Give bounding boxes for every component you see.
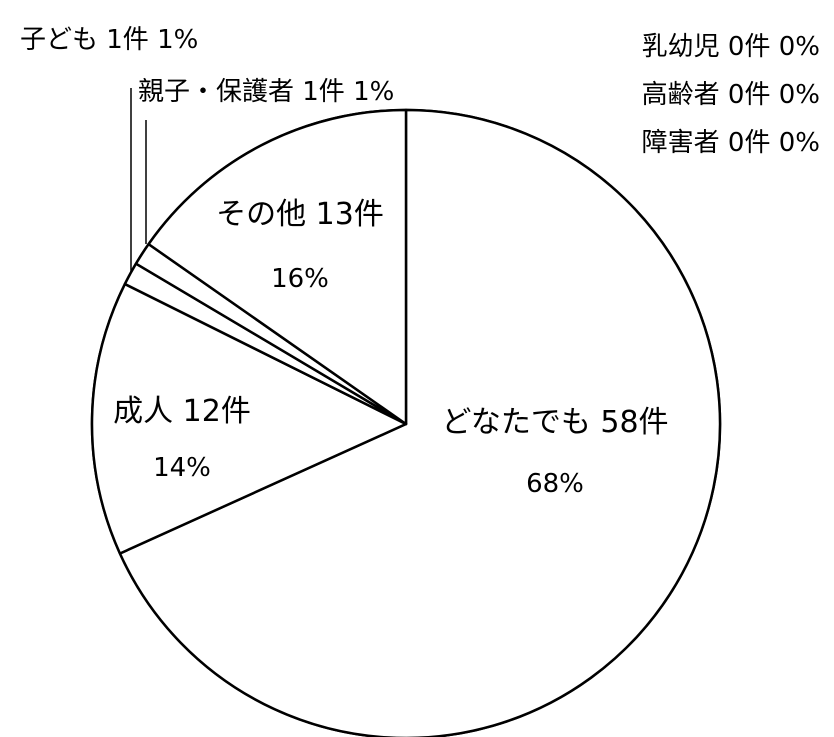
pie-slice-0 — [118, 108, 722, 737]
slice-label-6: 高齢者 0件 0% — [642, 80, 820, 110]
slice-percent-4: 16% — [271, 264, 329, 294]
slice-label-4: その他 13件 — [216, 197, 384, 232]
leader-lines — [130, 88, 147, 272]
slice-percent-0: 68% — [526, 469, 584, 499]
slice-label-1: 成人 12件 — [113, 394, 251, 429]
slice-label-0: どなたでも 58件 — [441, 405, 668, 440]
slice-label-3: 子ども 1件 1% — [20, 25, 198, 55]
slice-label-2: 親子・保護者 1件 1% — [138, 77, 394, 107]
pie-slices — [90, 108, 722, 737]
slice-label-7: 障害者 0件 0% — [642, 128, 820, 158]
slice-label-5: 乳幼児 0件 0% — [642, 32, 820, 62]
pie-slice-1 — [90, 282, 408, 555]
slice-percent-1: 14% — [153, 453, 211, 483]
pie-slice-4 — [147, 108, 408, 426]
slice-labels: どなたでも 58件 68% 成人 12件 14% その他 13件 16% 親子・保護者 1件… — [20, 25, 820, 499]
